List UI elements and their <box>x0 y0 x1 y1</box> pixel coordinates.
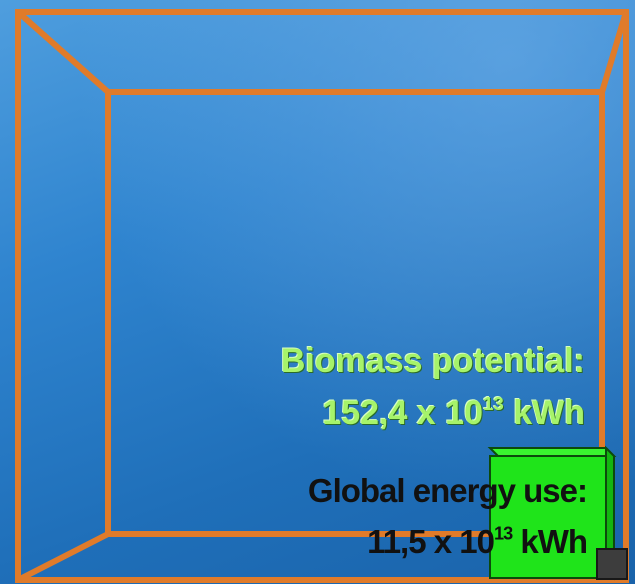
global-energy-use-label: Global energy use: <box>307 472 588 509</box>
energy-value-unit: kWh <box>512 523 588 560</box>
energy-value-base: 11,5 x 10 <box>367 523 495 560</box>
biomass-potential-value: 152,4 x 1013 kWh <box>322 392 585 432</box>
large-cube-edge-bottom-left <box>16 531 110 583</box>
global-energy-use-cube <box>487 445 628 581</box>
global-energy-use-value: 11,5 x 1013 kWh <box>367 523 588 560</box>
small-cube-corner-marker <box>596 548 628 580</box>
biomass-potential-cube <box>15 9 629 583</box>
biomass-value-unit: kWh <box>503 394 585 432</box>
energy-value-exponent: 13 <box>493 523 513 544</box>
large-cube-front-face <box>15 9 629 583</box>
small-cube-front-face <box>489 455 607 579</box>
large-cube-edge-top-left <box>16 9 110 95</box>
biomass-value-base: 152,4 x 10 <box>322 394 483 432</box>
large-cube-edge-top-right <box>599 11 629 93</box>
large-cube-back-face <box>105 89 605 537</box>
biomass-value-exponent: 13 <box>482 392 504 414</box>
small-cube-top-face <box>487 447 617 457</box>
biomass-potential-label: Biomass potential: <box>280 342 585 380</box>
